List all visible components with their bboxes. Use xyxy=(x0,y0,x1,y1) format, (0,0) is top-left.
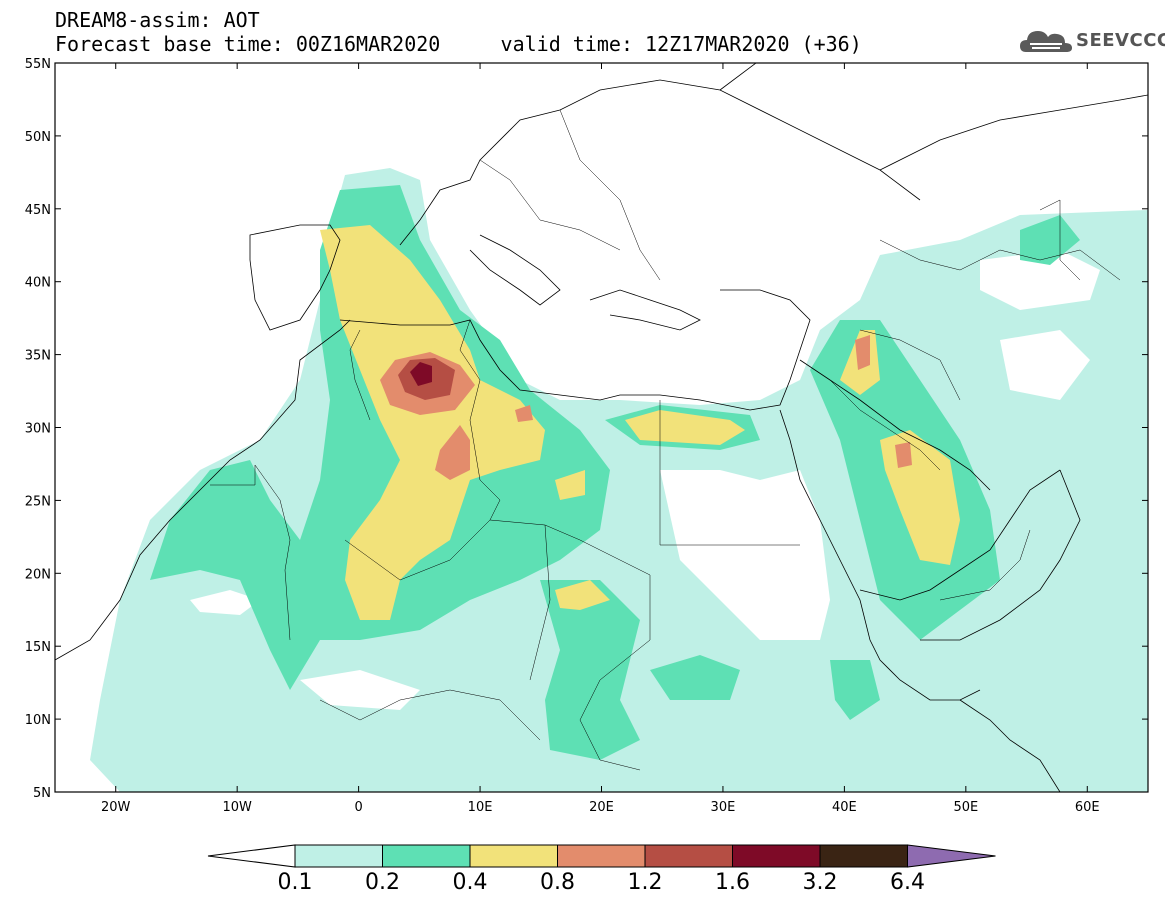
aot-contour-0.4 xyxy=(320,225,545,620)
cloud-icon xyxy=(1020,31,1072,52)
colorbar-segment xyxy=(294,844,383,868)
colorbar-level-label: 3.2 xyxy=(802,870,838,895)
colorbar-high-arrow xyxy=(907,844,996,868)
lat-tick-label: 55N xyxy=(25,57,51,72)
aot-field xyxy=(55,63,1148,792)
lon-tick-label: 20E xyxy=(589,800,614,815)
country-borders xyxy=(210,109,1121,771)
aot-contour-1.6 xyxy=(410,362,432,386)
lon-tick-label: 60E xyxy=(1075,800,1100,815)
colorbar-segment xyxy=(469,844,558,868)
lat-tick-label: 15N xyxy=(25,640,51,655)
colorbar-segment xyxy=(557,844,646,868)
lon-tick-label: 0 xyxy=(354,800,362,815)
longitude-axis: 20W 10W 0 10E 20E 30E 40E 50E 60E xyxy=(101,63,1100,815)
lon-tick-label: 10E xyxy=(468,800,493,815)
lon-tick-label: 40E xyxy=(832,800,857,815)
colorbar-level-label: 1.2 xyxy=(627,870,663,895)
aot-contour-0.2 xyxy=(150,185,610,690)
lon-tick-label: 50E xyxy=(953,800,978,815)
lon-tick-label: 30E xyxy=(711,800,736,815)
lat-tick-label: 45N xyxy=(25,203,51,218)
lon-tick-label: 20W xyxy=(101,800,131,815)
lat-tick-label: 30N xyxy=(25,422,51,437)
lat-tick-label: 5N xyxy=(33,786,51,801)
lat-tick-label: 10N xyxy=(25,713,51,728)
colorbar-level-label: 0.4 xyxy=(452,870,488,895)
forecast-time-line: Forecast base time: 00Z16MAR2020 valid t… xyxy=(55,33,862,55)
base-time: Forecast base time: 00Z16MAR2020 xyxy=(55,32,441,56)
lat-tick-label: 25N xyxy=(25,494,51,509)
colorbar-level-label: 6.4 xyxy=(890,870,925,895)
lat-tick-label: 20N xyxy=(25,567,51,582)
colorbar-segment xyxy=(819,844,908,868)
colorbar-segment xyxy=(644,844,733,868)
lon-tick-label: 10W xyxy=(222,800,252,815)
colorbar-level-label: 0.1 xyxy=(277,870,313,895)
lat-tick-label: 50N xyxy=(25,130,51,145)
chart-title: DREAM8-assim: AOT xyxy=(55,8,260,32)
valid-time: valid time: 12Z17MAR2020 (+36) xyxy=(500,32,862,56)
lat-tick-label: 40N xyxy=(25,276,51,291)
logo-text: SEEVCCC xyxy=(1076,30,1165,51)
lat-tick-label: 35N xyxy=(25,349,51,364)
seevccc-logo: SEEVCCC xyxy=(1018,22,1165,62)
colorbar-level-label: 0.8 xyxy=(540,870,575,895)
coastlines xyxy=(55,63,1148,792)
colorbar-level-label: 1.6 xyxy=(715,870,750,895)
latitude-axis: 5N 10N 15N 20N 25N 30N 35N 40N 45N 50N 55N xyxy=(25,57,1148,801)
colorbar xyxy=(207,844,996,868)
colorbar-segment xyxy=(382,844,471,868)
colorbar-segment xyxy=(732,844,821,868)
colorbar-low-arrow xyxy=(207,844,296,868)
colorbar-level-label: 0.2 xyxy=(365,870,400,895)
